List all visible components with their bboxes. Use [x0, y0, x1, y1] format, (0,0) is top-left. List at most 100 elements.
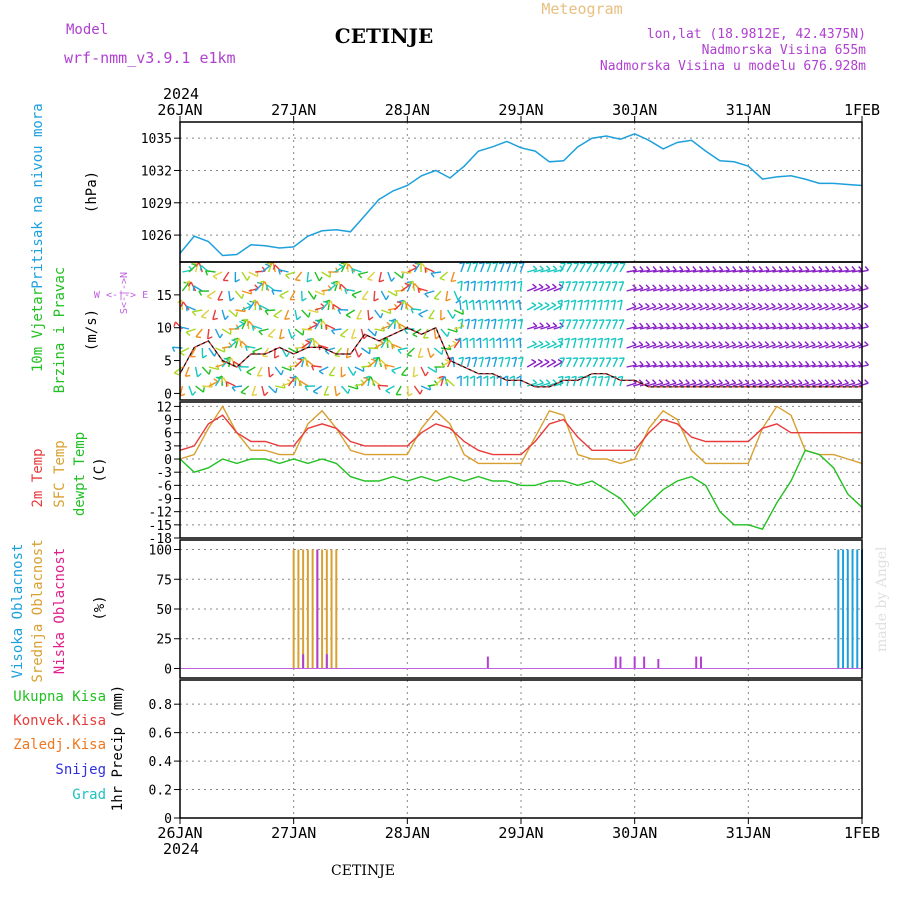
wind-barb: [322, 302, 329, 310]
wind-barb: [222, 329, 230, 334]
wind-barb-flag: [579, 358, 584, 359]
wind-barb: [428, 348, 431, 358]
time-label-top: 28JAN: [385, 101, 430, 119]
wind-barb: [414, 284, 421, 292]
wind-barb-flag: [270, 374, 274, 377]
wind-barb-flag: [381, 313, 383, 318]
wind-barb-flag: [639, 303, 643, 306]
wind-barb-flag: [772, 380, 776, 383]
wind-barb-flag: [785, 323, 789, 327]
wind-barb-flag: [772, 323, 775, 327]
tick-label-temp: -6: [156, 479, 172, 494]
wind-barb-flag: [533, 323, 537, 326]
wind-barb: [368, 348, 378, 349]
wind-barb-flag: [752, 323, 755, 327]
wind-barb-flag: [799, 285, 803, 289]
wind-barb-flag: [445, 359, 449, 361]
wind-barb: [196, 329, 202, 337]
wind-barb-flag: [469, 300, 473, 303]
wind-barb-flag: [458, 296, 461, 300]
wind-barb-flag: [660, 267, 663, 271]
wind-barb: [374, 291, 375, 301]
wind-barb: [352, 291, 361, 295]
wind-barb-flag: [489, 300, 493, 303]
wind-barb-flag: [653, 380, 657, 383]
wind-barb: [347, 348, 349, 358]
wind-barb-flag: [391, 278, 394, 282]
wind-barb-flag: [825, 342, 829, 345]
wind-barb-flag: [553, 323, 557, 326]
wind-barb-flag: [325, 351, 329, 354]
wind-dir-sn: S<-|->N: [119, 272, 130, 314]
wind-barb-flag: [286, 275, 290, 278]
wind-barb: [362, 291, 368, 299]
wind-barb: [494, 319, 496, 329]
wind-barb: [520, 300, 521, 310]
wind-barb-flag: [778, 342, 782, 345]
wind-barb: [480, 300, 481, 310]
wind-barb: [514, 319, 516, 329]
wind-barb: [514, 263, 517, 272]
time-label-bottom: 29JAN: [498, 824, 543, 842]
wind-barb-flag: [313, 392, 318, 394]
wind-barb-flag: [532, 303, 536, 306]
wind-barb: [481, 357, 484, 367]
wind-barb-flag: [586, 358, 591, 359]
wind-barb-flag: [613, 358, 618, 359]
wind-barb: [587, 282, 591, 291]
time-label-top: 27JAN: [271, 101, 316, 119]
wind-barb-flag: [546, 323, 550, 326]
wind-barb-flag: [732, 380, 736, 383]
wind-barb-flag: [845, 361, 848, 365]
wind-barb-flag: [699, 323, 703, 327]
wind-barb-flag: [225, 316, 228, 320]
wind-barb-flag: [647, 267, 650, 271]
wind-barb-flag: [719, 323, 723, 327]
wind-barb: [352, 329, 355, 339]
wind-barb-flag: [573, 320, 578, 321]
wind-barb-flag: [758, 342, 762, 345]
wind-barb-flag: [692, 342, 696, 345]
wind-barb-flag: [851, 303, 855, 306]
wind-barb: [620, 300, 622, 310]
wind-barb-flag: [806, 361, 809, 365]
wind-barb-flag: [838, 342, 842, 345]
wind-barb: [242, 272, 247, 281]
tick-label-cloud: 50: [156, 603, 172, 618]
tick-label-pressure: 1032: [141, 164, 172, 179]
wind-barb: [257, 367, 262, 376]
wind-barb-flag: [832, 380, 836, 383]
wind-barb: [216, 348, 225, 352]
wind-barb-flag: [319, 371, 323, 374]
wind-barb: [295, 348, 305, 349]
tick-label-temp: 0: [164, 453, 172, 468]
wind-barb-flag: [652, 342, 656, 345]
wind-barb-flag: [786, 361, 789, 365]
wind-barb-flag: [839, 361, 842, 365]
wind-barb: [395, 272, 403, 278]
wind-barb-flag: [739, 285, 743, 289]
wind-barb-flag: [267, 285, 268, 290]
wind-barb-flag: [540, 323, 544, 326]
wind-barb-flag: [732, 342, 736, 345]
wind-barb: [315, 272, 319, 281]
wind-barb-flag: [858, 342, 862, 345]
wind-barb-flag: [839, 267, 842, 271]
wind-barb: [185, 367, 189, 376]
wind-barb-flag: [666, 323, 669, 327]
time-label-top: 30JAN: [612, 101, 657, 119]
wind-barb-flag: [619, 358, 624, 359]
wind-barb-flag: [476, 300, 480, 303]
wind-barb: [202, 310, 209, 317]
wind-barb-flag: [806, 267, 809, 271]
wind-barb-flag: [371, 359, 376, 361]
wind-barb-flag: [242, 294, 244, 299]
wind-barb: [329, 367, 335, 375]
wind-barb: [368, 329, 375, 336]
wind-barb-flag: [712, 342, 716, 345]
wind-barb-flag: [639, 285, 643, 289]
wind-barb: [290, 291, 295, 300]
wind-barb-flag: [539, 284, 543, 287]
wind-barb-flag: [326, 325, 327, 330]
